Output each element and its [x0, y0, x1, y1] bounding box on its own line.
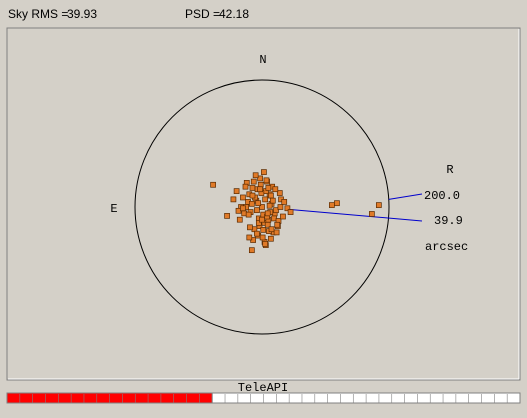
guide-point: [268, 226, 275, 233]
psd-label: PSD =: [185, 7, 220, 21]
guide-point: [266, 202, 273, 209]
rms-value: 39.9: [434, 214, 463, 228]
guide-point: [284, 205, 291, 212]
guide-point: [276, 190, 283, 196]
guide-point: [334, 200, 340, 207]
unit-label: arcsec: [425, 240, 468, 254]
sky-rms-label: Sky RMS =: [8, 7, 68, 21]
guide-point: [264, 221, 271, 228]
guide-point: [274, 221, 281, 228]
guide-point: [273, 207, 279, 214]
guide-point: [210, 181, 216, 188]
guide-point: [280, 213, 286, 220]
radius-leader: [388, 193, 423, 200]
guide-point: [245, 211, 252, 218]
guide-point: [240, 205, 246, 212]
guide-point: [263, 177, 270, 184]
guide-point: [257, 175, 263, 182]
guide-point: [264, 210, 271, 217]
guide-point: [255, 220, 262, 226]
guide-point: [236, 216, 243, 223]
radius-circle: [134, 79, 390, 335]
guide-point: [242, 183, 249, 190]
guide-point: [254, 207, 260, 214]
guide-point: [248, 247, 255, 254]
guide-point: [247, 224, 253, 231]
guide-point: [240, 194, 246, 201]
radius-label: R: [446, 163, 453, 177]
guide-point: [255, 200, 262, 207]
guide-point: [269, 197, 276, 204]
guide-point: [230, 196, 237, 203]
guide-point: [249, 192, 256, 199]
guide-point: [281, 199, 288, 205]
guide-point: [252, 172, 259, 179]
guide-point: [272, 186, 279, 193]
guide-point: [259, 234, 266, 241]
rms-line: [287, 208, 423, 222]
sky-rms-value: 39.93: [67, 7, 97, 21]
guide-point: [369, 211, 375, 217]
guide-point: [262, 240, 269, 247]
guide-point: [259, 216, 265, 223]
guide-point: [248, 200, 255, 207]
guide-point: [287, 209, 294, 215]
radius-value: 200.0: [424, 189, 460, 203]
guide-point: [260, 227, 267, 233]
north-label: N: [259, 53, 266, 67]
guide-point: [265, 185, 272, 191]
guide-point: [268, 192, 274, 199]
guide-point: [249, 185, 256, 191]
guide-point: [277, 204, 284, 210]
app-name: TeleAPI: [238, 381, 288, 395]
guide-point: [254, 230, 260, 237]
guide-point: [268, 235, 274, 242]
psd-value: 42.18: [219, 7, 249, 21]
guide-point: [329, 202, 335, 208]
guide-point: [273, 229, 280, 236]
guide-point: [233, 188, 240, 194]
guide-point: [259, 204, 265, 210]
east-label: E: [110, 202, 117, 216]
guide-point: [250, 178, 257, 185]
guide-point: [224, 213, 230, 219]
guide-point: [246, 234, 253, 241]
plot-panel: [6, 27, 521, 381]
guide-point: [257, 186, 263, 193]
guide-point: [261, 169, 267, 175]
guide-point: [262, 196, 269, 203]
guide-point: [375, 202, 382, 208]
